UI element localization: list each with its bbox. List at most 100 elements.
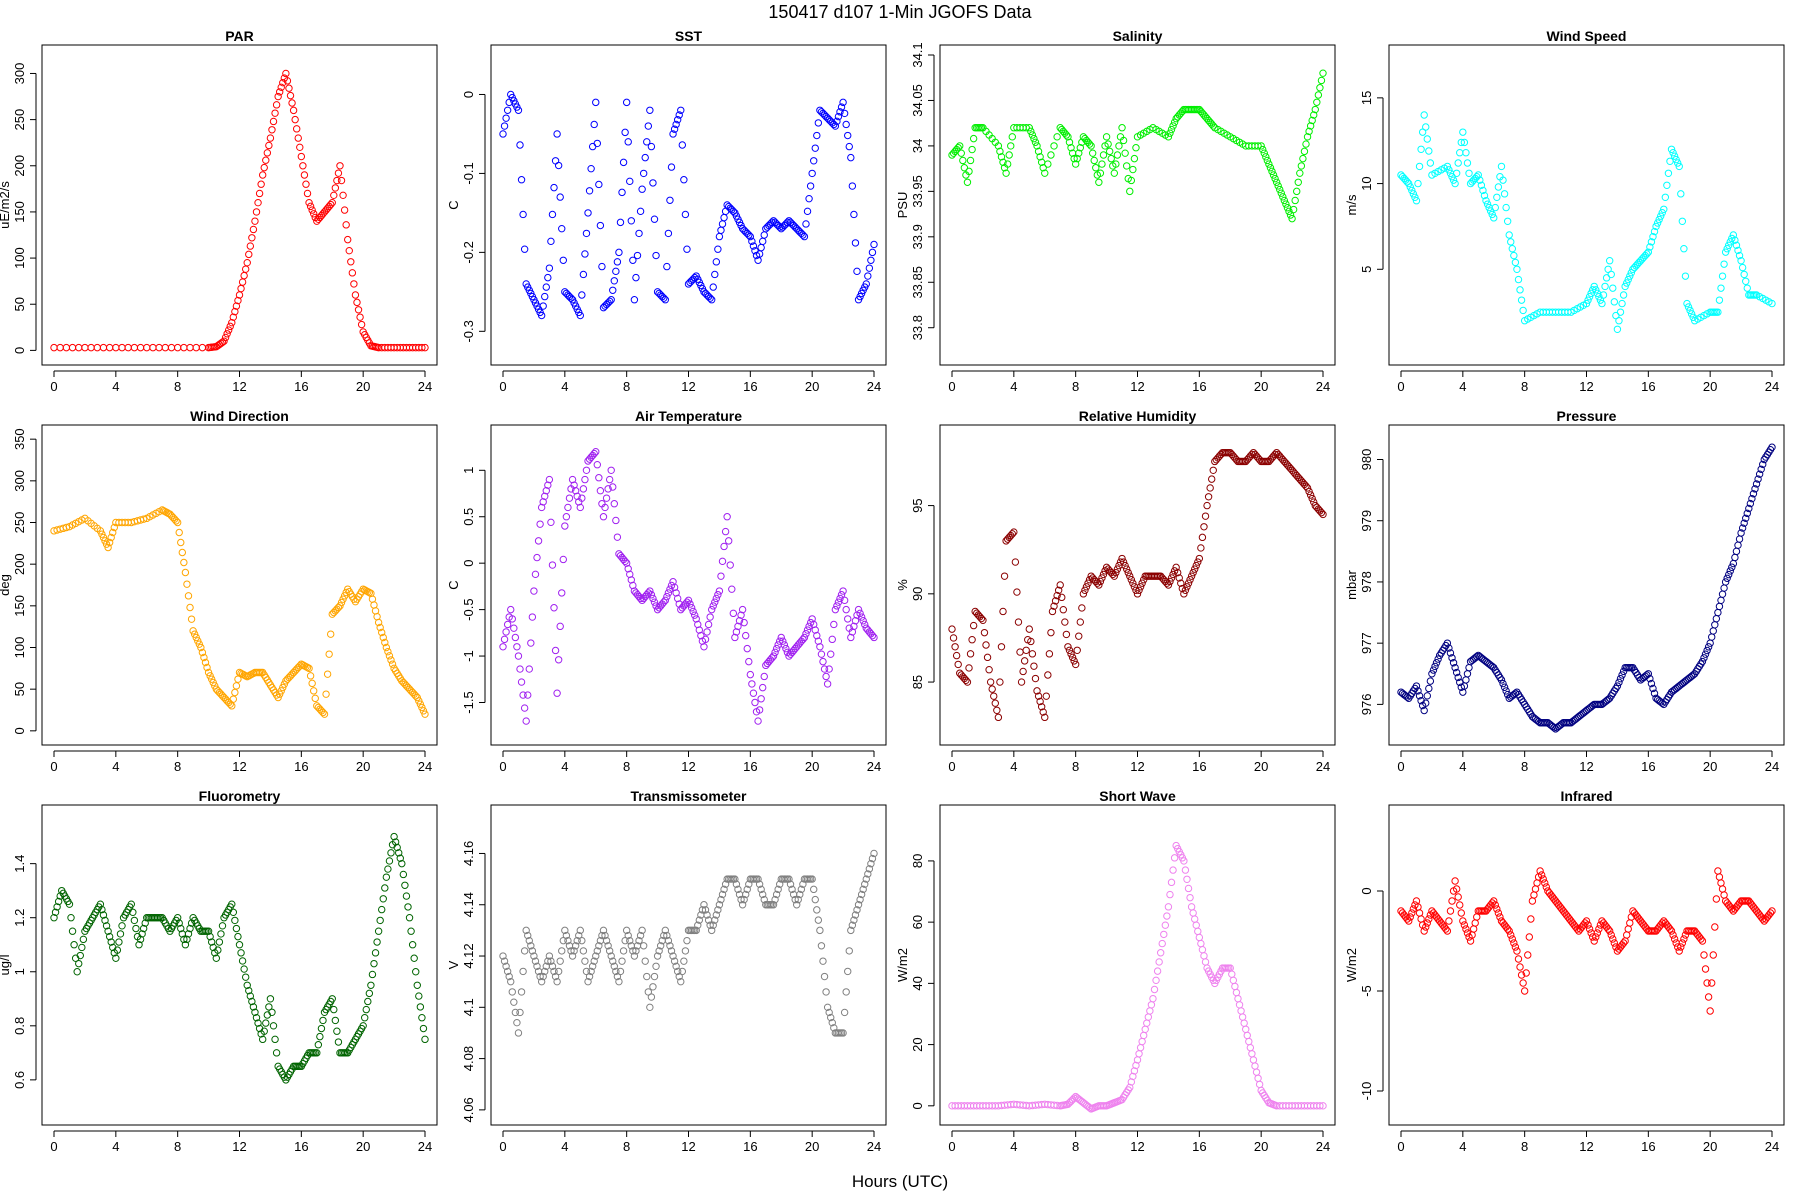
data-point (868, 631, 877, 640)
data-point (1610, 939, 1619, 947)
data-point (302, 180, 310, 188)
x-tick-label: 8 (1521, 759, 1528, 774)
data-point (1422, 123, 1430, 131)
series-wind-speed (1397, 111, 1776, 333)
data-point (759, 683, 767, 692)
data-point (802, 630, 810, 638)
data-point (1300, 147, 1309, 156)
data-point (1502, 203, 1510, 212)
data-point (1669, 931, 1677, 939)
data-point (749, 689, 758, 697)
data-point (517, 176, 526, 184)
data-point (1616, 308, 1625, 316)
data-point (672, 120, 680, 129)
data-point (410, 954, 418, 962)
data-point (1658, 919, 1666, 927)
data-point (105, 538, 114, 547)
data-point (1745, 504, 1753, 513)
data-point (218, 922, 227, 930)
data-point (1166, 129, 1174, 137)
data-point (694, 620, 702, 629)
data-point (249, 1003, 258, 1011)
data-point (633, 251, 642, 260)
y-tick-label: 10 (1359, 176, 1374, 190)
data-point (384, 865, 392, 873)
data-point (1700, 654, 1708, 662)
data-point (107, 533, 115, 542)
data-point (994, 713, 1003, 722)
y-axis-label-air-temperature: C (446, 580, 461, 589)
data-point (714, 591, 722, 599)
x-tick-label: 16 (743, 1139, 757, 1154)
y-tick-label: 100 (12, 247, 27, 269)
data-point (1180, 590, 1188, 598)
data-point (1748, 494, 1756, 503)
data-point (771, 648, 779, 657)
data-point (715, 901, 724, 909)
data-point (1500, 190, 1509, 198)
y-tick-label: 1.2 (12, 909, 27, 927)
x-tick-label: 24 (418, 1139, 432, 1154)
data-point (646, 106, 654, 114)
data-point (1601, 282, 1609, 291)
data-point (272, 101, 281, 109)
data-point (1319, 510, 1327, 519)
data-point (421, 343, 429, 352)
panel-title-par: PAR (225, 28, 254, 44)
plot-frame (1388, 44, 1785, 366)
data-point (619, 947, 628, 955)
data-point (1711, 621, 1719, 629)
data-point (1164, 581, 1173, 589)
x-tick-label: 4 (1459, 1139, 1466, 1154)
data-point (1714, 608, 1722, 617)
data-point (700, 643, 708, 651)
data-point (1497, 676, 1506, 684)
data-point (362, 1005, 370, 1014)
data-point (647, 993, 656, 1001)
plot-frame (41, 804, 438, 1126)
data-point (1613, 682, 1622, 690)
data-point (279, 683, 287, 692)
data-point (528, 613, 537, 621)
y-axis-label-relative-humidity: % (895, 579, 910, 591)
data-point (862, 280, 870, 288)
data-point (854, 901, 863, 909)
data-point (979, 616, 987, 624)
data-point (629, 581, 637, 590)
data-point (839, 98, 847, 107)
data-point (1132, 144, 1140, 152)
data-point (1058, 593, 1066, 602)
x-tick-label: 4 (561, 759, 568, 774)
data-point (1423, 692, 1431, 700)
data-point (1194, 927, 1202, 936)
data-point (949, 634, 958, 642)
data-point (837, 591, 846, 599)
data-point (387, 849, 395, 857)
data-point (130, 343, 139, 352)
data-point (1683, 299, 1691, 308)
data-point (1201, 512, 1210, 520)
data-point (1412, 197, 1421, 205)
data-point (672, 589, 680, 597)
data-point (802, 220, 810, 228)
data-point (848, 921, 857, 929)
data-point (1445, 917, 1453, 925)
series-fluorometry (50, 832, 429, 1084)
data-point (554, 656, 563, 664)
data-point (813, 906, 821, 914)
data-point (833, 602, 841, 610)
data-point (1649, 233, 1657, 241)
y-tick-label: 0 (910, 1102, 925, 1109)
data-point (56, 343, 64, 352)
data-point (777, 633, 785, 642)
data-point (322, 690, 330, 698)
data-point (673, 967, 682, 976)
data-point (1573, 925, 1581, 933)
data-point (1516, 286, 1524, 294)
data-point (655, 947, 663, 955)
data-point (1181, 586, 1190, 594)
data-point (805, 622, 813, 631)
data-point (768, 654, 776, 662)
data-point (1161, 921, 1170, 929)
